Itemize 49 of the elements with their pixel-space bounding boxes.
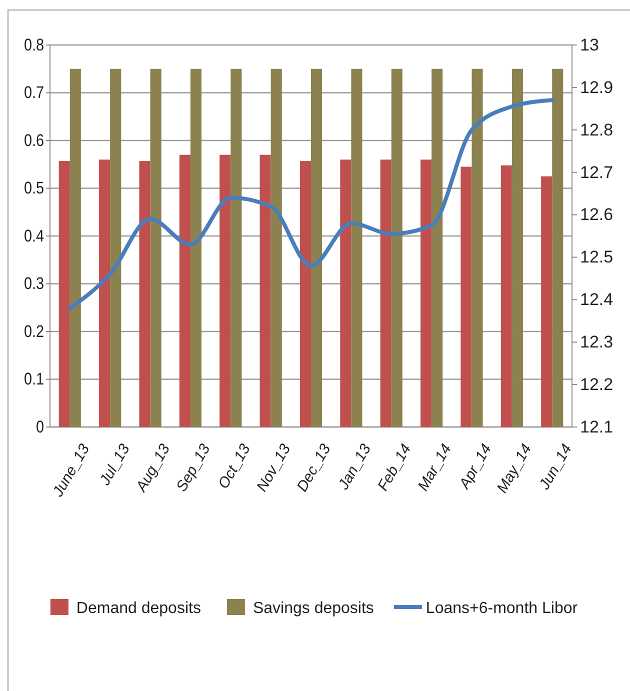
y-tick-label: 0.8	[24, 36, 44, 55]
legend-label: Loans+6-month Libor	[426, 600, 578, 617]
y-tick-label: 0.5	[24, 180, 44, 198]
bar	[552, 68, 564, 427]
y-tick-label: 0	[36, 418, 44, 437]
y-tick-label: 0.2	[24, 322, 44, 342]
bar	[99, 160, 110, 427]
y2-tick-label: 12.2	[580, 374, 614, 394]
y-tick-label: 0.6	[24, 132, 44, 150]
bar	[512, 68, 523, 427]
y2-tick-label: 12.4	[580, 290, 614, 310]
bar	[380, 160, 392, 427]
legend-label: Savings deposits	[252, 600, 374, 617]
bar	[460, 166, 472, 427]
y2-tick-label: 12.6	[580, 205, 614, 224]
y2-tick-label: 12.7	[580, 162, 614, 182]
bar	[58, 161, 70, 427]
bar	[270, 68, 282, 427]
y2-tick-label: 12.3	[580, 332, 614, 352]
bar	[150, 68, 162, 427]
bar	[472, 68, 483, 427]
bar	[110, 68, 122, 427]
bar	[351, 68, 362, 427]
bar	[311, 68, 322, 427]
bar	[190, 68, 202, 427]
bar	[230, 68, 242, 427]
bar	[340, 160, 352, 427]
y2-tick-label: 12.9	[580, 78, 614, 97]
y2-tick-label: 12.5	[580, 248, 614, 267]
bar	[300, 161, 311, 427]
bar	[500, 165, 512, 427]
bar	[220, 154, 231, 427]
bar	[420, 160, 432, 427]
y-tick-label: 0.7	[24, 84, 44, 102]
bar	[70, 68, 81, 427]
bar	[179, 154, 190, 427]
bar	[260, 154, 271, 427]
y2-tick-label: 13	[580, 35, 599, 54]
bar	[432, 68, 443, 427]
y-tick-label: 0.1	[24, 370, 44, 389]
y-tick-label: 0.3	[24, 275, 44, 294]
legend-label: Demand deposits	[76, 600, 201, 617]
bar	[391, 68, 402, 427]
y2-tick-label: 12.8	[580, 120, 614, 140]
y2-tick-label: 12.1	[580, 417, 614, 436]
line-series	[68, 98, 554, 310]
bar	[541, 176, 552, 427]
bar	[139, 161, 150, 427]
y-tick-label: 0.4	[24, 227, 44, 246]
